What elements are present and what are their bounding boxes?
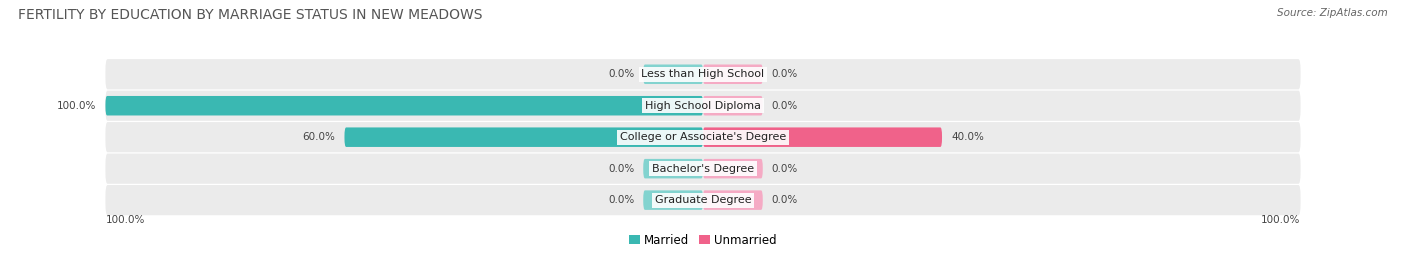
FancyBboxPatch shape: [703, 65, 762, 84]
FancyBboxPatch shape: [344, 128, 703, 147]
Legend: Married, Unmarried: Married, Unmarried: [624, 229, 782, 251]
Text: 40.0%: 40.0%: [950, 132, 984, 142]
Text: 0.0%: 0.0%: [772, 195, 799, 205]
Text: 0.0%: 0.0%: [772, 164, 799, 174]
Text: Less than High School: Less than High School: [641, 69, 765, 79]
Text: College or Associate's Degree: College or Associate's Degree: [620, 132, 786, 142]
Text: 0.0%: 0.0%: [607, 195, 634, 205]
FancyBboxPatch shape: [703, 190, 762, 210]
Text: Bachelor's Degree: Bachelor's Degree: [652, 164, 754, 174]
Text: 60.0%: 60.0%: [302, 132, 336, 142]
FancyBboxPatch shape: [644, 190, 703, 210]
FancyBboxPatch shape: [703, 96, 762, 115]
FancyBboxPatch shape: [703, 159, 762, 178]
Text: High School Diploma: High School Diploma: [645, 101, 761, 111]
FancyBboxPatch shape: [105, 185, 1301, 215]
Text: 100.0%: 100.0%: [105, 215, 145, 225]
Text: 100.0%: 100.0%: [58, 101, 97, 111]
FancyBboxPatch shape: [105, 122, 1301, 152]
FancyBboxPatch shape: [105, 91, 1301, 121]
FancyBboxPatch shape: [644, 159, 703, 178]
Text: 0.0%: 0.0%: [772, 101, 799, 111]
Text: FERTILITY BY EDUCATION BY MARRIAGE STATUS IN NEW MEADOWS: FERTILITY BY EDUCATION BY MARRIAGE STATU…: [18, 8, 482, 22]
FancyBboxPatch shape: [105, 154, 1301, 184]
Text: 0.0%: 0.0%: [607, 164, 634, 174]
Text: 100.0%: 100.0%: [1261, 215, 1301, 225]
FancyBboxPatch shape: [703, 128, 942, 147]
FancyBboxPatch shape: [105, 59, 1301, 89]
FancyBboxPatch shape: [105, 96, 703, 115]
FancyBboxPatch shape: [644, 65, 703, 84]
Text: 0.0%: 0.0%: [607, 69, 634, 79]
Text: Graduate Degree: Graduate Degree: [655, 195, 751, 205]
Text: Source: ZipAtlas.com: Source: ZipAtlas.com: [1277, 8, 1388, 18]
Text: 0.0%: 0.0%: [772, 69, 799, 79]
